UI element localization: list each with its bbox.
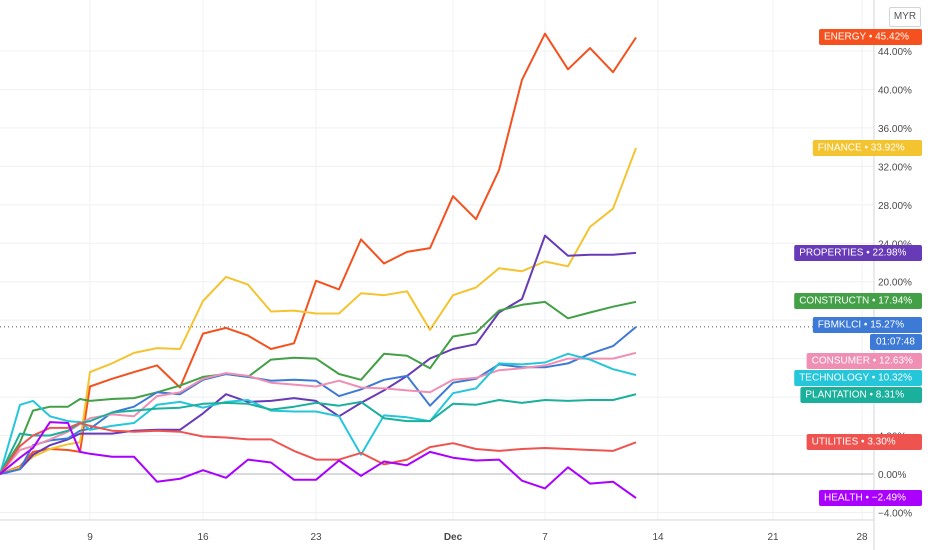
grid (0, 0, 874, 520)
y-tick-label: 44.00% (878, 47, 912, 58)
x-tick-label: 14 (652, 532, 664, 543)
series-badge-utilities (806, 434, 922, 450)
series-line-finance[interactable] (0, 147, 637, 475)
series-badge-label: PROPERTIES • 22.98% (799, 248, 906, 259)
x-tick-label: 28 (856, 532, 868, 543)
x-axis[interactable]: 9 16 23 Dec 7 14 21 28 (87, 532, 868, 543)
series-line-health[interactable] (0, 421, 637, 499)
series-badge-plantation (800, 387, 922, 403)
series-line-properties[interactable] (0, 234, 637, 475)
series-badge-label: ENERGY • 45.42% (824, 32, 909, 43)
series-badge-properties (794, 245, 922, 261)
y-tick-label: 20.00% (878, 278, 912, 289)
series-badge-label: CONSTRUCTN • 17.94% (799, 296, 912, 307)
countdown-label: 01:07:48 (876, 337, 915, 348)
series-badge-label: UTILITIES • 3.30% (812, 437, 896, 448)
series-line-utilities[interactable] (0, 422, 637, 475)
currency-label[interactable]: MYR (889, 7, 921, 27)
y-tick-label: 0.00% (878, 470, 906, 481)
x-tick-label: 9 (87, 532, 93, 543)
y-tick-label: 40.00% (878, 85, 912, 96)
x-tick-label: 16 (197, 532, 209, 543)
series-badge-label: FBMKLCI • 15.27% (818, 320, 904, 331)
series-badge-label: HEALTH • −2.49% (824, 493, 906, 504)
series-badge-energy (819, 29, 922, 45)
y-tick-label: 36.00% (878, 124, 912, 135)
series-line-constructn[interactable] (0, 300, 637, 475)
series-line-technology[interactable] (0, 352, 637, 475)
series-badge-label: TECHNOLOGY • 10.32% (799, 373, 912, 384)
x-tick-label: Dec (444, 532, 463, 543)
y-tick-label: −4.00% (878, 508, 912, 519)
series-badge-health (819, 490, 922, 506)
series-badge-technology (794, 370, 922, 386)
series-badge-consumer (806, 353, 922, 369)
y-tick-label: 32.00% (878, 162, 912, 173)
x-tick-label: 7 (542, 532, 548, 543)
series-badge-fbmklci (812, 317, 922, 333)
series-badge-label: CONSUMER • 12.63% (812, 356, 913, 367)
series-badge-constructn (794, 293, 922, 309)
countdown-badge (870, 334, 922, 350)
series-line-consumer[interactable] (0, 351, 637, 475)
series-badge-label: FINANCE • 33.92% (818, 143, 905, 154)
series-layer (0, 32, 637, 499)
series-labels: ENERGY • 45.42% FINANCE • 33.92% PROPERTIE… (794, 29, 922, 506)
series-line-energy[interactable] (0, 32, 637, 475)
y-tick-label: 24.00% (878, 239, 912, 250)
x-tick-label: 21 (767, 532, 779, 543)
y-tick-label: 28.00% (878, 201, 912, 212)
series-badge-label: PLANTATION • 8.31% (805, 390, 904, 401)
x-tick-label: 23 (310, 532, 322, 543)
series-badge-finance (812, 140, 922, 156)
